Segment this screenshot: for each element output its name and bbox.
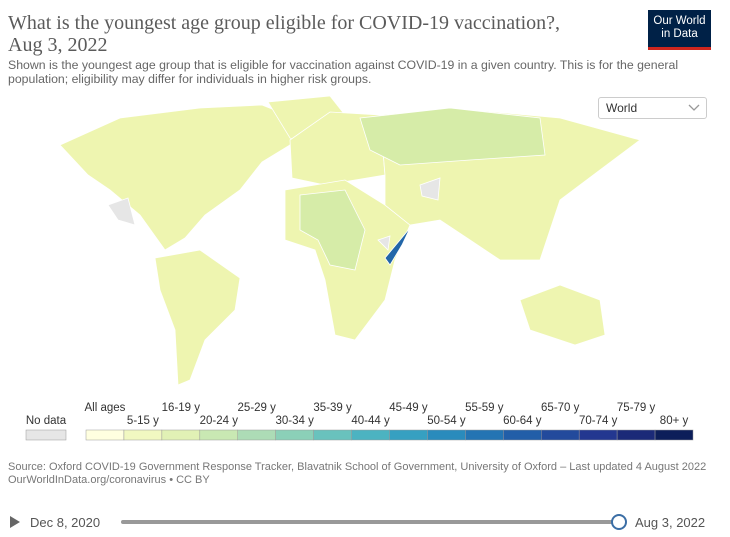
africa-central	[299, 189, 366, 271]
legend-label: 40-44 y	[351, 415, 390, 427]
logo-line: Our World	[653, 15, 706, 27]
legend-label: 50-54 y	[427, 415, 466, 427]
legend-label: 5-15 y	[127, 415, 159, 427]
north-america	[59, 104, 301, 251]
legend-label: 20-24 y	[200, 415, 239, 427]
subtitle: Shown is the youngest age group that is …	[8, 58, 679, 86]
logo-line: in Data	[661, 28, 698, 40]
world-map	[59, 95, 641, 386]
source-text: Source: Oxford COVID-19 Government Respo…	[8, 461, 707, 473]
australia	[519, 284, 606, 346]
slider-handle[interactable]	[611, 514, 627, 530]
legend-swatch	[123, 429, 163, 441]
logo[interactable]: Our World in Data	[648, 10, 711, 50]
source: Source: Oxford COVID-19 Government Respo…	[8, 461, 708, 486]
legend-swatch	[275, 429, 314, 441]
legend-swatch	[389, 429, 428, 441]
source-url: OurWorldInData.org/coronavirus • CC BY	[8, 473, 210, 486]
legend-label: 25-29 y	[238, 402, 277, 414]
play-button[interactable]	[10, 516, 20, 528]
russia	[359, 107, 546, 166]
legend-swatch	[578, 429, 618, 441]
legend-label: 65-70 y	[541, 402, 580, 414]
region-label: World	[606, 101, 638, 115]
legend-swatch	[85, 429, 125, 441]
region-select[interactable]: World	[598, 97, 707, 119]
legend-label: 16-19 y	[162, 402, 201, 414]
legend-swatch	[313, 429, 352, 441]
legend-label: 70-74 y	[579, 415, 618, 427]
chevron	[688, 104, 700, 111]
legend-swatch	[351, 429, 390, 441]
title: What is the youngest age group eligible …	[8, 12, 628, 56]
legend-label: 80+ y	[660, 415, 689, 427]
title-date: Aug 3, 2022	[8, 34, 108, 56]
legend-swatch	[199, 429, 238, 441]
legend-swatch	[237, 429, 276, 441]
no-data-area	[107, 177, 441, 251]
legend-label: 55-59 y	[465, 402, 504, 414]
legend-label: 45-49 y	[389, 402, 428, 414]
end-date: Aug 3, 2022	[635, 515, 706, 530]
legend-label: 60-64 y	[503, 415, 542, 427]
legend-swatch	[427, 429, 466, 441]
title-text: What is the youngest age group eligible …	[8, 12, 561, 34]
start-date: Dec 8, 2020	[30, 515, 101, 530]
legend-label: All ages	[85, 402, 126, 414]
legend-swatch	[161, 429, 201, 441]
south-america	[154, 249, 241, 386]
legend-label: 75-79 y	[617, 402, 656, 414]
legend-label: 30-34 y	[275, 415, 314, 427]
legend-label: 35-39 y	[313, 402, 352, 414]
legend-swatch	[541, 429, 580, 441]
legend-label: No data	[26, 415, 67, 427]
slider-track	[121, 520, 619, 524]
legend-swatch	[503, 429, 542, 441]
timeline: Dec 8, 2020 Aug 3, 2022	[0, 508, 730, 537]
legend-swatch	[465, 429, 504, 441]
legend-swatch	[654, 429, 694, 441]
legend-swatch	[25, 429, 67, 441]
somalia	[384, 227, 411, 266]
timeline-track	[10, 514, 627, 530]
legend-swatch	[616, 429, 656, 441]
